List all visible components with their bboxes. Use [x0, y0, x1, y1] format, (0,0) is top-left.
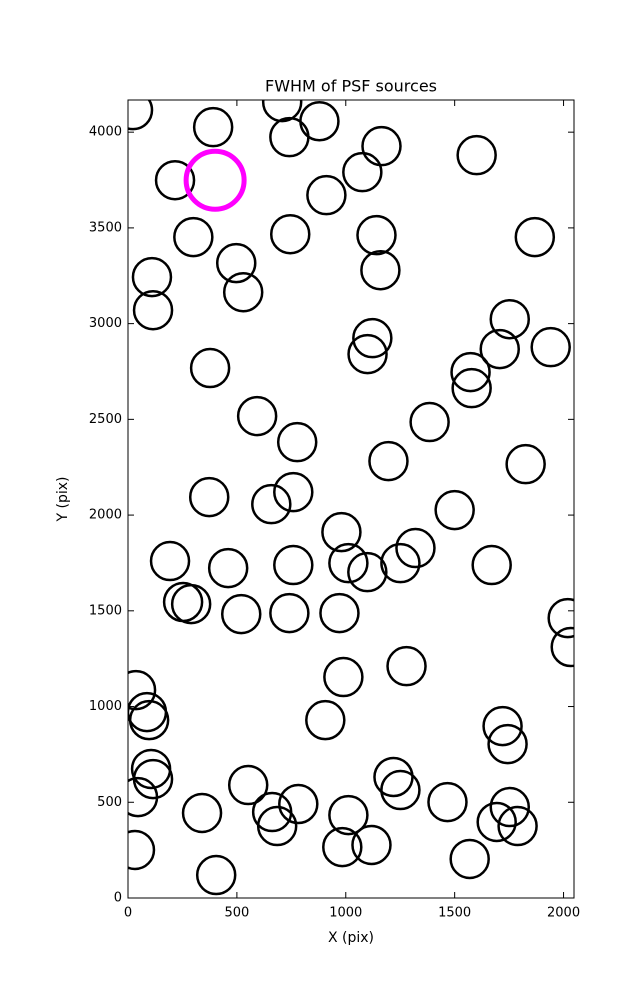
source-circle: [128, 776, 159, 818]
source-circle: [476, 801, 517, 843]
points: [128, 100, 574, 896]
source-circle: [131, 256, 173, 298]
source-circle: [222, 271, 264, 313]
source-circle: [321, 511, 362, 553]
y-tick-label: 0: [114, 891, 122, 906]
source-circle: [128, 669, 157, 711]
source-circle: [530, 326, 571, 368]
source-circle: [149, 540, 191, 582]
source-circle: [451, 367, 492, 409]
source-circle: [273, 471, 314, 513]
x-axis-label: X (pix): [328, 930, 374, 946]
source-circle: [162, 581, 204, 623]
x-tick-label: 1000: [329, 906, 362, 921]
source-circle: [128, 699, 170, 741]
source-circle: [352, 317, 393, 359]
chart-title: FWHM of PSF sources: [265, 77, 437, 96]
source-circle: [361, 125, 402, 167]
y-axis-label: Y (pix): [55, 477, 71, 523]
source-circle: [236, 395, 278, 437]
source-circle: [276, 421, 318, 463]
y-tick-label: 2000: [89, 508, 122, 523]
source-circle: [189, 347, 231, 389]
source-circle: [261, 100, 303, 123]
source-circle: [550, 626, 574, 668]
source-circle: [380, 769, 421, 811]
source-circle: [434, 489, 475, 531]
source-circle: [322, 826, 363, 868]
source-circle: [128, 100, 154, 131]
source-circle: [328, 542, 369, 584]
source-circle: [128, 691, 168, 733]
source-circle: [342, 151, 383, 193]
source-circle: [181, 792, 223, 834]
source-circle: [505, 443, 546, 485]
source-circle: [256, 805, 298, 847]
source-circle: [269, 116, 310, 158]
source-circle: [409, 401, 450, 443]
source-circle: [132, 289, 174, 331]
source-circle: [547, 597, 574, 639]
source-circle: [170, 583, 212, 625]
source-circle: [328, 794, 369, 836]
source-circle: [251, 483, 292, 525]
y-tick-label: 2500: [89, 412, 122, 427]
plot-frame: [127, 99, 575, 899]
source-circle: [220, 593, 262, 635]
x-tick-label: 500: [224, 906, 249, 921]
source-circle: [487, 723, 528, 765]
source-circle: [386, 645, 427, 687]
source-circle: [305, 699, 346, 741]
source-circle: [450, 351, 491, 393]
y-tick-label: 1500: [89, 603, 122, 618]
source-circle: [319, 592, 360, 634]
source-circle: [380, 542, 421, 584]
source-circle: [192, 106, 234, 148]
y-tick-label: 3500: [89, 220, 122, 235]
source-circle: [427, 781, 468, 823]
source-circle: [471, 544, 512, 586]
source-circle: [323, 656, 364, 698]
source-circle: [207, 547, 249, 589]
source-circle: [479, 328, 520, 370]
y-tick-label: 1000: [89, 699, 122, 714]
y-tick-label: 500: [97, 795, 122, 810]
source-circle: [449, 838, 490, 880]
source-circle: [360, 249, 401, 291]
source-circle: [227, 764, 269, 806]
source-circle: [482, 705, 523, 747]
x-tick-label: 1500: [438, 906, 471, 921]
source-circle: [395, 527, 436, 569]
source-circle: [347, 333, 388, 375]
y-tick-label: 3000: [89, 316, 122, 331]
source-circle: [489, 298, 531, 340]
source-circle: [306, 174, 347, 216]
source-circle: [269, 213, 311, 255]
source-circle: [273, 544, 314, 586]
y-tick-label: 4000: [89, 125, 122, 140]
source-circle: [351, 824, 392, 866]
source-circle: [347, 551, 388, 593]
source-circle: [299, 101, 340, 142]
source-circle: [489, 786, 531, 828]
source-circle: [497, 805, 538, 847]
source-circle: [188, 476, 230, 518]
source-circle: [456, 134, 497, 176]
source-circle: [128, 829, 156, 871]
source-circle: [278, 783, 319, 825]
source-circle: [373, 756, 414, 798]
source-circle: [173, 216, 214, 258]
source-circle: [183, 148, 247, 212]
x-tick-label: 0: [124, 906, 132, 921]
source-circle: [368, 440, 409, 482]
source-circle: [269, 592, 310, 634]
x-tick-label: 2000: [547, 906, 580, 921]
source-circle: [215, 242, 257, 284]
source-circle: [356, 214, 397, 256]
source-circle: [514, 216, 556, 258]
source-circle: [154, 159, 196, 201]
source-circle: [195, 854, 237, 896]
